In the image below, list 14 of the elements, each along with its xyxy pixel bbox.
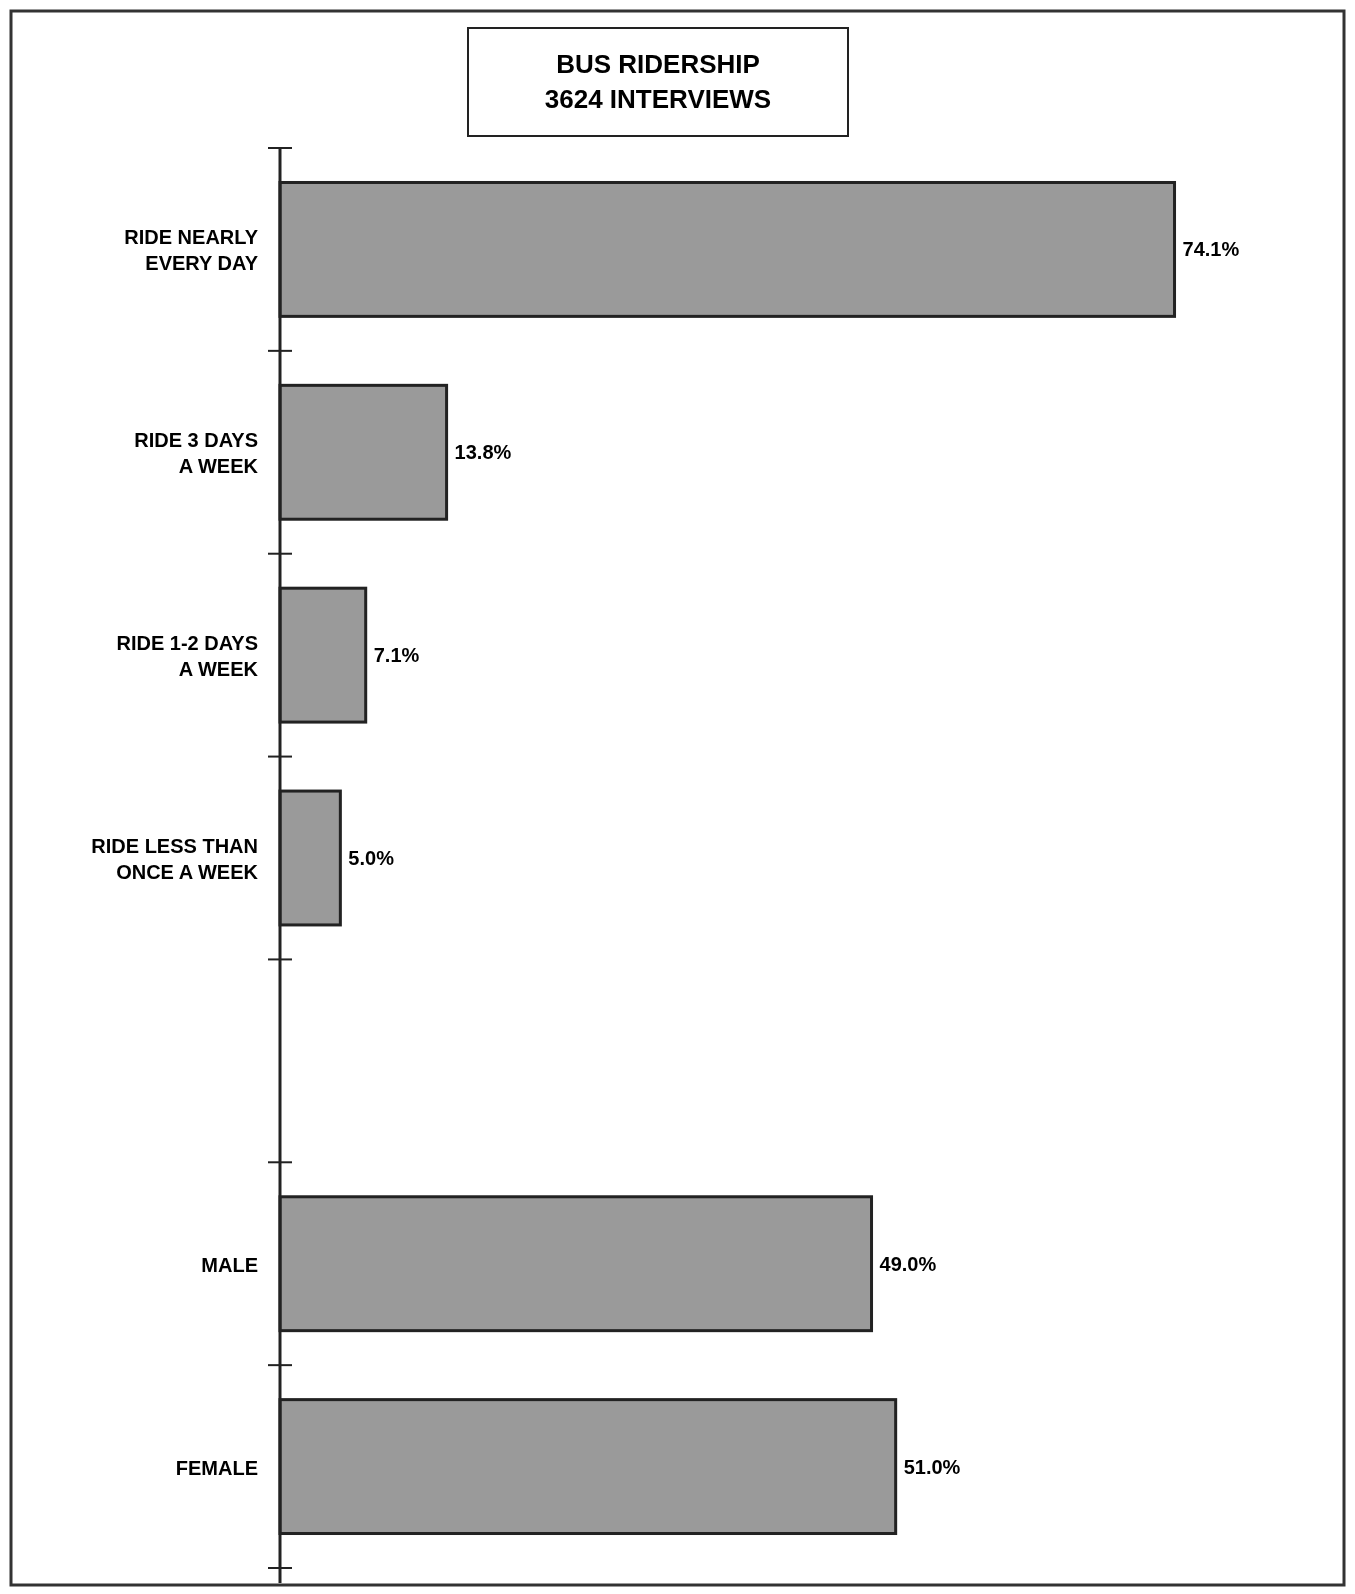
y-tick-label: MALE xyxy=(201,1253,258,1276)
y-tick-label: RIDE 3 DAYS A WEEK xyxy=(134,429,259,478)
y-tick-label: FEMALE xyxy=(175,1456,258,1479)
y-tick-label: RIDE NEARLY EVERY DAY xyxy=(124,226,259,275)
data-label: 13.8% xyxy=(454,441,512,464)
data-label: 49.0% xyxy=(879,1252,937,1275)
y-tick-label: RIDE 1-2 DAYS A WEEK xyxy=(116,632,259,681)
y-tick-label: RIDE LESS THAN ONCE A WEEK xyxy=(91,835,259,883)
data-label: 74.1% xyxy=(1182,238,1240,261)
data-label: 7.1% xyxy=(373,644,420,667)
data-label: 5.0% xyxy=(348,847,395,869)
data-label: 51.0% xyxy=(903,1455,961,1478)
chart-title: BUS RIDERSHIP xyxy=(556,49,760,79)
chart-subtitle: 3624 INTERVIEWS xyxy=(544,84,772,114)
